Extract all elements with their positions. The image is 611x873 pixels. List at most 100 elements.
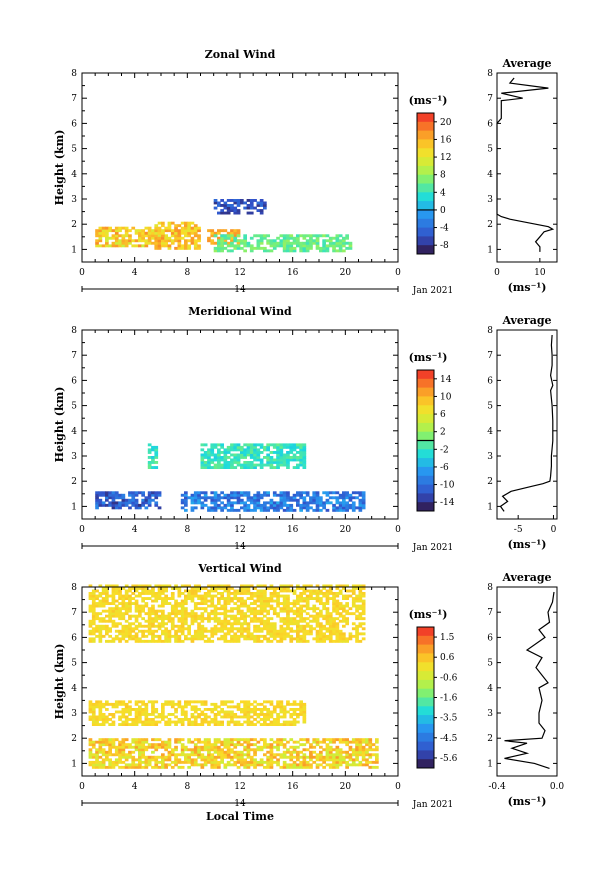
heatmap-cell	[213, 231, 218, 235]
heatmap-cell	[328, 624, 333, 628]
heatmap-cell	[197, 748, 201, 752]
heatmap-cell	[246, 443, 251, 447]
heatmap-cell	[240, 587, 244, 590]
colorbar-band	[417, 130, 434, 140]
heatmap-cell	[338, 750, 343, 754]
heatmap-cell	[236, 244, 241, 248]
heatmap-cell	[358, 617, 363, 621]
heatmap-cell	[296, 763, 300, 767]
heatmap-cell	[319, 249, 323, 253]
heatmap-cell	[345, 612, 349, 616]
heatmap-cell	[292, 617, 297, 621]
heatmap-cell	[289, 639, 294, 643]
heatmap-cell	[246, 705, 251, 709]
heatmap-cell	[292, 445, 297, 449]
heatmap-cell	[276, 463, 280, 467]
heatmap-cell	[272, 458, 277, 462]
heatmap-cell	[345, 597, 349, 600]
heatmap-cell	[108, 236, 112, 240]
heatmap-cell	[230, 740, 234, 744]
heatmap-cell	[220, 463, 224, 467]
heatmap-cell	[147, 723, 152, 726]
colorbar-band	[417, 396, 434, 406]
heatmap-cell	[164, 239, 168, 243]
heatmap-cell	[200, 458, 205, 462]
heatmap-cell	[332, 738, 336, 742]
heatmap-cell	[256, 617, 261, 621]
heatmap-cell	[332, 629, 336, 633]
heatmap-cell	[95, 501, 99, 505]
colorbar-band	[417, 662, 434, 672]
heatmap-cell	[91, 627, 96, 631]
heatmap-cell	[259, 639, 264, 643]
heatmap-cell	[161, 765, 165, 769]
heatmap-cell	[233, 466, 238, 469]
heatmap-cell	[272, 493, 277, 497]
heatmap-cell	[368, 755, 373, 759]
heatmap-cell	[200, 594, 205, 598]
heatmap-cell	[118, 718, 122, 721]
heatmap-cell	[203, 594, 208, 598]
heatmap-cell	[147, 226, 152, 230]
heatmap-cell	[289, 723, 294, 726]
heatmap-cell	[213, 466, 218, 469]
heatmap-cell	[187, 231, 191, 235]
heatmap-cell	[118, 715, 122, 719]
heatmap-cell	[193, 715, 198, 719]
heatmap-cell	[121, 708, 126, 711]
heatmap-cell	[193, 592, 198, 595]
colorbar-band	[417, 192, 434, 202]
heatmap-cell	[184, 503, 188, 507]
heatmap-cell	[230, 204, 234, 207]
heatmap-cell	[207, 619, 211, 623]
heatmap-cell	[282, 456, 287, 459]
heatmap-cell	[164, 745, 168, 749]
x-tick-label: 0	[395, 782, 401, 792]
heatmap-cell	[282, 763, 287, 767]
heatmap-cell	[259, 211, 264, 215]
heatmap-cell	[161, 753, 165, 757]
heatmap-cell	[292, 609, 297, 613]
heatmap-cell	[154, 451, 159, 454]
heatmap-cell	[138, 720, 142, 724]
colorbar-band	[417, 723, 434, 734]
heatmap-cell	[210, 612, 215, 616]
heatmap-cell	[322, 592, 326, 595]
heatmap-cell	[233, 461, 238, 464]
heatmap-cell	[180, 629, 185, 633]
heatmap-cell	[154, 597, 159, 600]
heatmap-cell	[272, 501, 277, 505]
heatmap-cell	[266, 765, 270, 769]
heatmap-cell	[279, 738, 284, 742]
colorbar-tick-label: -1.6	[440, 694, 458, 704]
heatmap-cell	[342, 755, 346, 759]
heatmap-cell	[174, 763, 178, 767]
heatmap-cell	[233, 508, 238, 512]
heatmap-cell	[223, 622, 228, 626]
heatmap-cell	[328, 763, 333, 767]
y-axis-label: Height (km)	[53, 644, 66, 720]
heatmap-cell	[147, 584, 152, 588]
heatmap-cell	[213, 498, 218, 502]
heatmap-cell	[114, 506, 119, 510]
heatmap-cell	[253, 503, 257, 507]
heatmap-cell	[296, 627, 300, 631]
heatmap-cell	[101, 624, 106, 628]
heatmap-cell	[246, 627, 251, 631]
heatmap-cell	[128, 501, 132, 505]
heatmap-cell	[134, 614, 139, 618]
heatmap-cell	[190, 753, 195, 757]
heatmap-cell	[309, 589, 313, 593]
heatmap-cell	[210, 587, 215, 590]
profile-y-tick-label: 7	[487, 94, 493, 104]
heatmap-cell	[184, 702, 188, 706]
heatmap-cell	[246, 589, 251, 593]
heatmap-cell	[276, 466, 280, 469]
heatmap-cell	[223, 702, 228, 706]
heatmap-cell	[138, 604, 142, 608]
profile-y-tick-label: 8	[487, 69, 493, 79]
heatmap-cell	[220, 622, 224, 626]
heatmap-cell	[200, 763, 205, 767]
heatmap-cell	[236, 750, 241, 754]
heatmap-cell	[223, 700, 228, 704]
